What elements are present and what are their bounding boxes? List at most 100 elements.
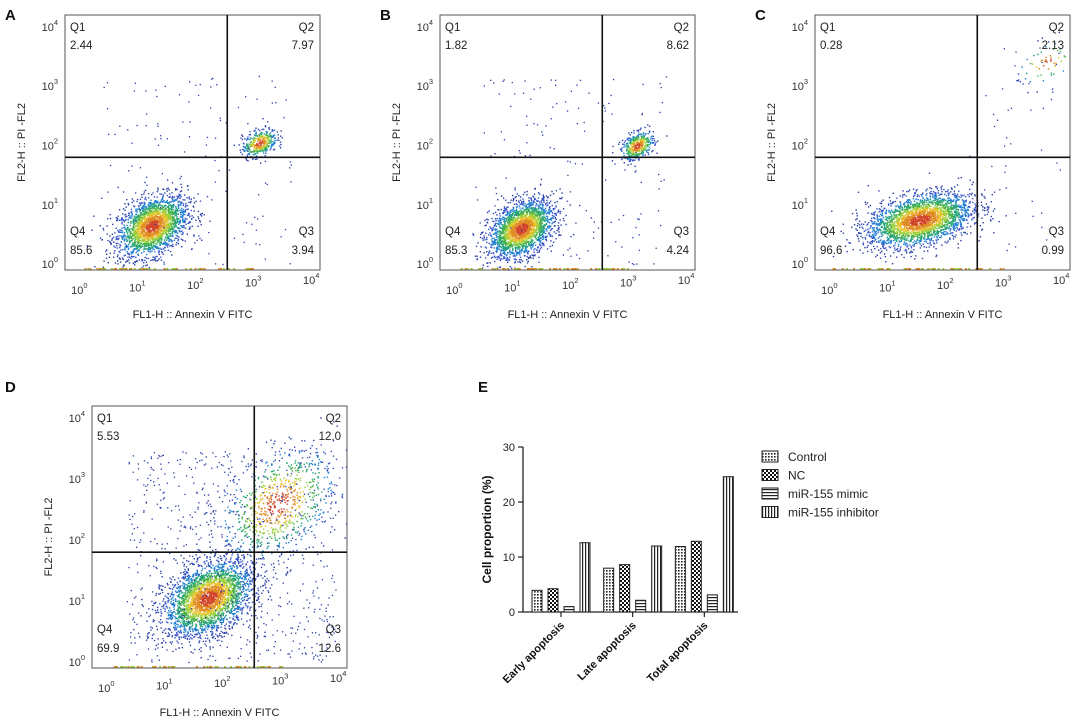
bar-mir-155-mimic	[706, 594, 718, 613]
y-tick-label: 101	[792, 196, 808, 212]
y-axis-title: FL2-H :: PI -FL2	[16, 103, 28, 182]
x-axis-title: FL1-H :: Annexin V FITC	[133, 309, 253, 321]
y-tick-label: 101	[69, 592, 85, 608]
q2-label: Q2	[326, 413, 341, 425]
y-axis-title: FL2-H :: PI -FL2	[766, 103, 778, 182]
y-tick-label: 103	[69, 470, 85, 486]
y-tick-label: 103	[42, 77, 58, 93]
y-tick-label: 102	[69, 531, 85, 547]
bar-mir-155-inhibitor	[722, 476, 734, 613]
y-tick-label: 102	[42, 136, 58, 152]
x-tick-label: 102	[187, 276, 203, 292]
event-dots	[113, 417, 348, 668]
x-tick-label: 101	[879, 279, 895, 295]
flow-panel-a: A Q1 2.44 Q2 7.97 Q4 85.6 Q3 3.94 100 101 102 103 104…	[5, 7, 321, 321]
flow-panel-d: D Q1 5.53 Q2 12.0 Q4 69.9 Q3 12.6 100 101 102 103 104…	[5, 379, 348, 719]
x-tick-label: 102	[937, 276, 953, 292]
q3-value: 12.6	[319, 643, 341, 655]
q4-label: Q4	[97, 624, 113, 636]
plot-frame	[91, 405, 348, 669]
bar-nc	[547, 588, 559, 613]
x-tick-label: 104	[678, 271, 694, 287]
y-tick-label: 102	[417, 136, 433, 152]
x-tick-label: 102	[214, 674, 230, 690]
plot-frame	[814, 14, 1071, 271]
x-tick-label: 101	[156, 677, 172, 693]
y-tick-label: 104	[792, 18, 808, 34]
event-dots	[84, 75, 292, 270]
y-tick-label: 101	[417, 196, 433, 212]
q2-label: Q2	[299, 22, 314, 34]
q4-label: Q4	[70, 226, 86, 238]
q1-label: Q1	[445, 22, 460, 34]
q2-value: 7.97	[292, 40, 314, 52]
x-tick-label: 100	[98, 679, 114, 695]
x-tick-label: 100	[821, 281, 837, 297]
y-tick-label: 0	[509, 607, 515, 619]
q4-value: 85.3	[445, 245, 467, 257]
q4-label: Q4	[820, 226, 836, 238]
x-tick-label: Total apoptosis	[645, 620, 710, 685]
legend-label: miR-155 inhibitor	[788, 506, 879, 520]
panel-letter-c: C	[755, 7, 766, 24]
x-tick-label: 101	[504, 279, 520, 295]
q2-value: 8.62	[667, 40, 689, 52]
bar-chart-panel: E 0 10 20 30 Cell proportion (%) Early apoptos…	[478, 379, 879, 686]
x-tick-label: 103	[245, 274, 261, 290]
q1-label: Q1	[820, 22, 835, 34]
plot-frame	[439, 14, 696, 271]
q3-label: Q3	[299, 226, 314, 238]
q2-label: Q2	[674, 22, 689, 34]
q3-label: Q3	[1049, 226, 1064, 238]
q2-value: 2.13	[1042, 40, 1064, 52]
q1-value: 5.53	[97, 431, 119, 443]
bar-control	[674, 545, 686, 613]
q3-label: Q3	[674, 226, 689, 238]
y-tick-label: 10	[503, 552, 515, 564]
x-tick-label: 103	[995, 274, 1011, 290]
y-tick-label: 100	[417, 255, 433, 271]
q1-label: Q1	[97, 413, 112, 425]
event-dots	[831, 31, 1067, 270]
legend-label: NC	[788, 469, 806, 483]
q2-label: Q2	[1049, 22, 1064, 34]
q3-value: 3.94	[292, 245, 315, 257]
legend-swatch-control	[761, 450, 779, 463]
y-tick-label: 20	[503, 497, 515, 509]
y-tick-label: 103	[417, 77, 433, 93]
y-tick-label: 102	[792, 136, 808, 152]
x-tick-label: 104	[303, 271, 319, 287]
q3-value: 4.24	[667, 245, 690, 257]
bar-mir-155-mimic	[563, 606, 575, 613]
legend-swatch-nc	[761, 469, 779, 481]
q4-value: 85.6	[70, 245, 92, 257]
y-axis-title: FL2-H :: PI -FL2	[391, 103, 403, 182]
q1-value: 0.28	[820, 40, 842, 52]
x-axis-title: FL1-H :: Annexin V FITC	[508, 309, 628, 321]
x-axis-title: FL1-H :: Annexin V FITC	[160, 707, 280, 719]
bar-nc	[619, 564, 631, 613]
q1-value: 2.44	[70, 40, 93, 52]
panel-letter-b: B	[380, 7, 391, 24]
x-tick-label: 100	[446, 281, 462, 297]
q4-value: 69.9	[97, 643, 119, 655]
q2-value: 12.0	[319, 431, 341, 443]
panel-letter-d: D	[5, 379, 16, 396]
bar-mir-155-inhibitor	[651, 545, 663, 613]
q1-value: 1.82	[445, 40, 467, 52]
y-tick-label: 104	[42, 18, 58, 34]
bar-chart: E 0 10 20 30 Cell proportion (%) Early apoptos…	[478, 379, 738, 686]
panel-letter-a: A	[5, 7, 16, 24]
bar-mir-155-mimic	[635, 599, 647, 613]
x-tick-label: 101	[129, 279, 145, 295]
y-tick-label: 104	[417, 18, 433, 34]
flow-panel-c: C Q1 0.28 Q2 2.13 Q4 96.6 Q3 0.99 100 101 102 103 104…	[755, 7, 1071, 321]
y-tick-label: 100	[42, 255, 58, 271]
y-tick-label: 30	[503, 442, 515, 454]
x-tick-label: 102	[562, 276, 578, 292]
legend-swatch-mir-155-inhibitor	[761, 506, 779, 518]
bar-mir-155-inhibitor	[579, 542, 591, 613]
event-dots	[460, 76, 668, 271]
